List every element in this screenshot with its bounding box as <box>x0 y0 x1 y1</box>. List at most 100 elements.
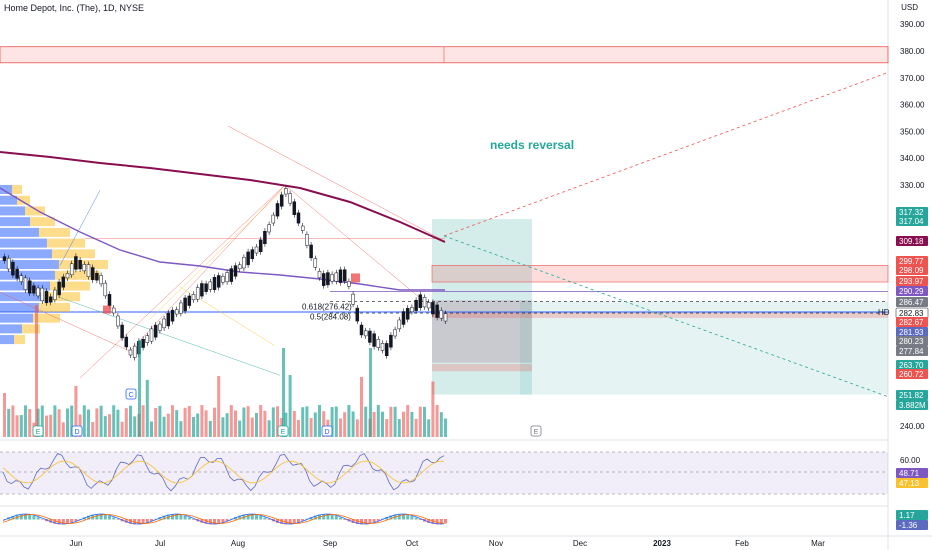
volume-bar[interactable] <box>204 410 208 437</box>
rsi-ma-line[interactable] <box>2 460 445 484</box>
volume-bar[interactable] <box>99 405 103 437</box>
candle[interactable] <box>200 283 204 297</box>
volume-bar[interactable] <box>108 414 111 437</box>
candle[interactable] <box>149 328 154 342</box>
volume-bar[interactable] <box>66 408 69 437</box>
volume-bar[interactable] <box>410 411 414 437</box>
candle[interactable] <box>330 274 334 282</box>
candle[interactable] <box>116 315 120 327</box>
volume-bar[interactable] <box>24 405 27 437</box>
candle[interactable] <box>99 275 103 285</box>
candle[interactable] <box>363 330 368 337</box>
volume-bar[interactable] <box>74 385 78 437</box>
position-entry-zone[interactable] <box>432 300 532 363</box>
candle[interactable] <box>431 302 435 315</box>
candle[interactable] <box>65 273 70 279</box>
event-marker[interactable] <box>321 425 333 437</box>
candle[interactable] <box>401 311 406 325</box>
volume-bar[interactable] <box>267 420 271 437</box>
volume-bar[interactable] <box>187 405 191 437</box>
candle[interactable] <box>195 287 200 300</box>
candle[interactable] <box>61 276 66 288</box>
drawn-trend-line[interactable] <box>179 286 276 347</box>
candle[interactable] <box>69 263 74 276</box>
volume-bar[interactable] <box>171 405 174 437</box>
volume-bar[interactable] <box>166 413 170 437</box>
trend-projection-down[interactable] <box>443 235 889 398</box>
volume-bar[interactable] <box>288 375 292 437</box>
volume-bar[interactable] <box>351 411 355 437</box>
candle[interactable] <box>288 193 292 204</box>
candle[interactable] <box>376 339 381 348</box>
volume-bar[interactable] <box>57 409 61 437</box>
candle[interactable] <box>32 285 36 294</box>
candle[interactable] <box>53 289 57 300</box>
candle[interactable] <box>141 338 145 348</box>
candle[interactable] <box>90 267 95 281</box>
candle[interactable] <box>410 307 414 313</box>
volume-bar[interactable] <box>19 415 23 437</box>
candle[interactable] <box>82 264 87 272</box>
volume-bar[interactable] <box>444 418 447 437</box>
candle[interactable] <box>426 302 431 309</box>
candle[interactable] <box>120 324 124 339</box>
moving-average-50[interactable] <box>0 187 445 291</box>
candle[interactable] <box>2 256 7 261</box>
volume-bar[interactable] <box>154 408 158 437</box>
candle[interactable] <box>162 318 166 329</box>
long-position-profit-zone[interactable] <box>432 219 532 301</box>
volume-bar[interactable] <box>431 381 435 437</box>
volume-bar[interactable] <box>427 419 431 437</box>
volume-bar[interactable] <box>347 405 351 437</box>
volume-bar[interactable] <box>40 405 44 437</box>
moving-average-200[interactable] <box>0 151 446 243</box>
event-marker[interactable] <box>32 425 44 437</box>
volume-bar[interactable] <box>364 406 368 437</box>
volume-bar[interactable] <box>133 416 137 437</box>
volume-bar[interactable] <box>234 410 237 437</box>
volume-bar-spike[interactable] <box>35 305 38 437</box>
candle[interactable] <box>418 294 423 308</box>
volume-bar[interactable] <box>271 407 275 437</box>
candle[interactable] <box>246 251 250 266</box>
candle[interactable] <box>347 281 351 287</box>
volume-bar[interactable] <box>103 416 107 437</box>
volume-bar[interactable] <box>49 414 53 437</box>
volume-bar[interactable] <box>376 405 380 437</box>
candle[interactable] <box>317 270 322 279</box>
candle[interactable] <box>242 256 246 269</box>
candle[interactable] <box>166 312 171 327</box>
volume-bar[interactable] <box>145 379 149 437</box>
candle[interactable] <box>74 256 78 270</box>
volume-bar[interactable] <box>381 411 384 437</box>
candle[interactable] <box>405 308 410 320</box>
candle[interactable] <box>254 246 259 254</box>
candle[interactable] <box>40 287 45 302</box>
volume-bar[interactable] <box>229 405 233 437</box>
candle[interactable] <box>191 294 196 301</box>
trend-projection-up[interactable] <box>443 72 889 237</box>
volume-bar[interactable] <box>435 405 439 437</box>
volume-bar[interactable] <box>36 408 40 437</box>
candle[interactable] <box>309 244 313 259</box>
volume-bar[interactable] <box>385 419 389 437</box>
volume-bar[interactable] <box>414 418 418 437</box>
candle[interactable] <box>372 333 376 347</box>
volume-bar[interactable] <box>322 411 326 437</box>
volume-bar[interactable] <box>423 406 426 437</box>
alert-marker[interactable] <box>351 273 360 283</box>
candle[interactable] <box>384 343 389 357</box>
candle[interactable] <box>271 214 276 224</box>
rsi-line[interactable] <box>2 453 445 492</box>
volume-bar[interactable] <box>389 406 393 437</box>
candle[interactable] <box>389 334 393 348</box>
candle[interactable] <box>19 275 24 283</box>
volume-bar[interactable] <box>200 405 204 437</box>
volume-bar[interactable] <box>439 412 443 437</box>
candle[interactable] <box>15 268 19 279</box>
volume-bar[interactable] <box>129 405 132 437</box>
candle[interactable] <box>225 272 229 283</box>
volume-bar[interactable] <box>397 419 401 437</box>
candle[interactable] <box>86 264 91 277</box>
volume-bar[interactable] <box>192 416 195 437</box>
